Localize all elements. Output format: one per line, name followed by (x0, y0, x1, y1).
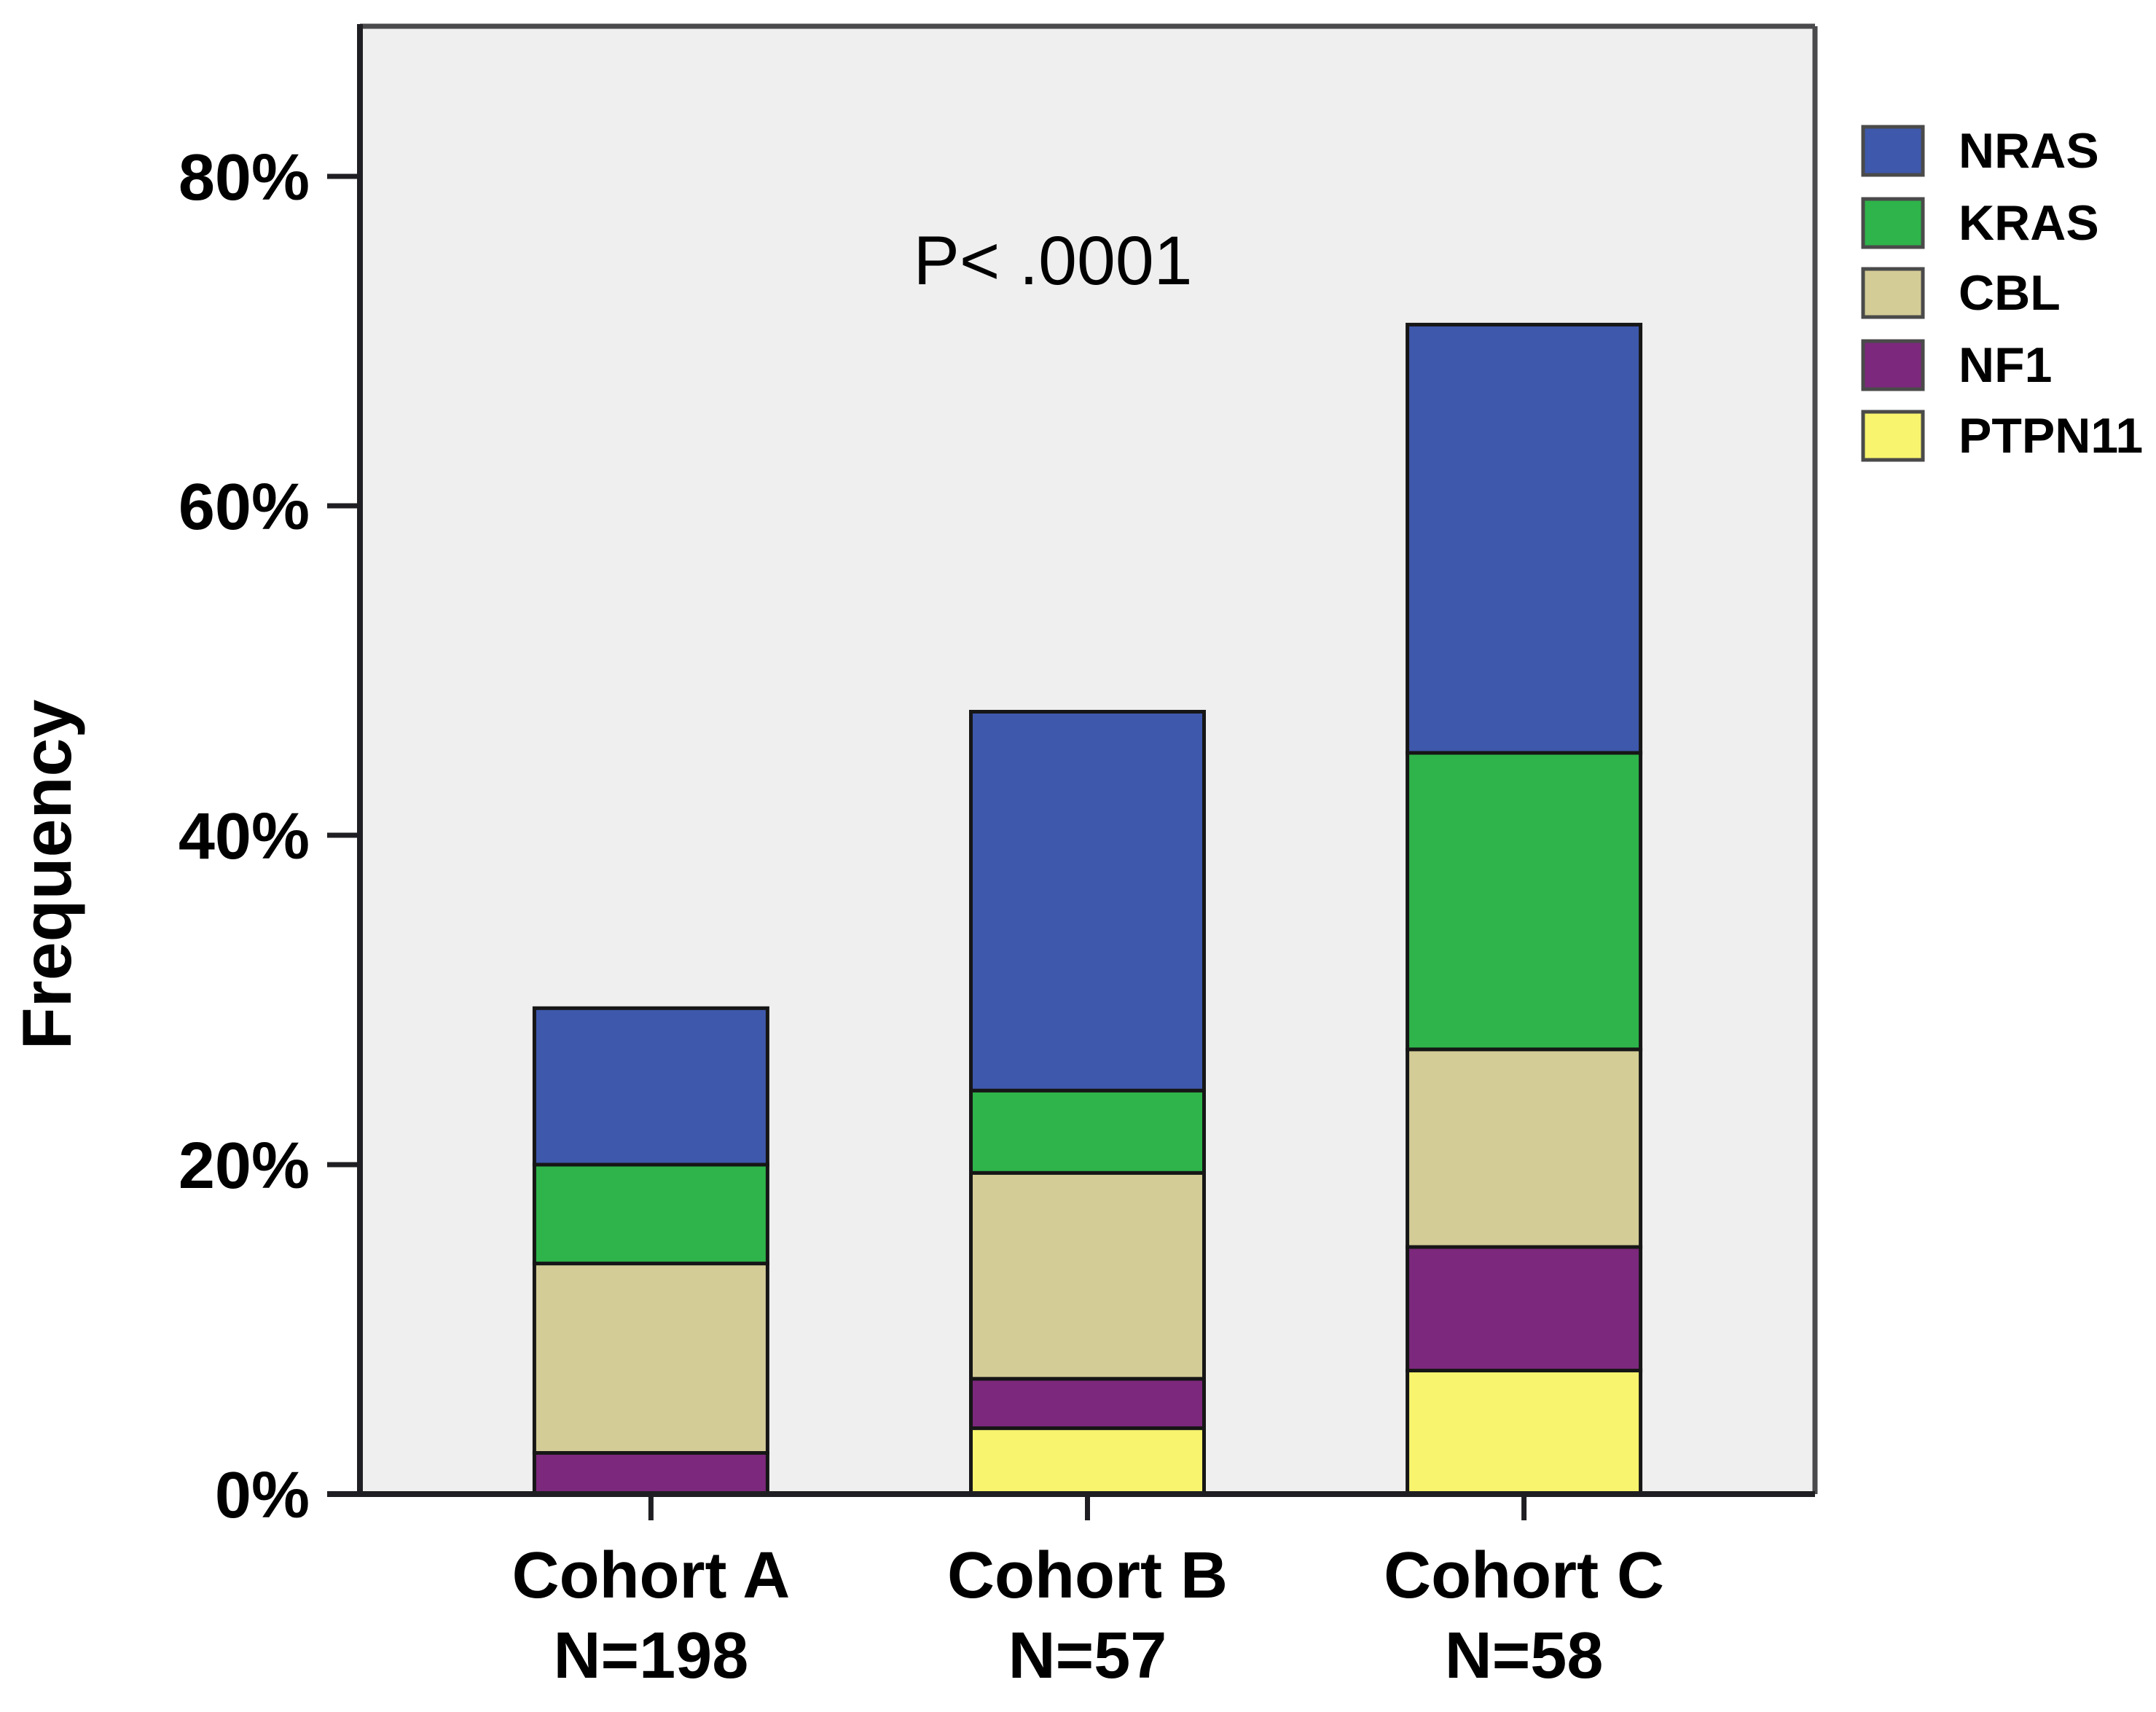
bar-segment-NF1-Cohort-C (1406, 1245, 1643, 1372)
bar-segment-NF1-Cohort-A (532, 1451, 769, 1496)
bar-segment-KRAS-Cohort-C (1406, 751, 1643, 1052)
y-tick-label: 0% (215, 1459, 310, 1532)
x-category-label: Cohort B (947, 1539, 1228, 1612)
legend-label-PTPN11: PTPN11 (1959, 408, 2143, 464)
bar-segment-NRAS-Cohort-C (1406, 322, 1643, 755)
x-category-sublabel: N=57 (1008, 1619, 1167, 1692)
legend-swatch-NRAS (1861, 125, 1925, 177)
bar-segment-CBL-Cohort-C (1406, 1047, 1643, 1249)
x-category-label: Cohort A (512, 1539, 791, 1612)
x-category-sublabel: N=198 (554, 1619, 749, 1692)
bar-segment-NF1-Cohort-B (969, 1377, 1206, 1431)
legend-label-NRAS: NRAS (1959, 123, 2099, 179)
y-tick-label: 60% (179, 471, 310, 544)
bar-segment-NRAS-Cohort-B (969, 710, 1206, 1093)
legend-swatch-NF1 (1861, 339, 1925, 391)
x-category-label: Cohort C (1384, 1539, 1664, 1612)
bar-segment-CBL-Cohort-B (969, 1170, 1206, 1381)
bar-segment-NRAS-Cohort-A (532, 1006, 769, 1167)
bar-segment-PTPN11-Cohort-B (969, 1426, 1206, 1496)
legend-swatch-CBL (1861, 267, 1925, 319)
y-axis-title: Frequency (9, 700, 86, 1050)
bar-segment-KRAS-Cohort-A (532, 1162, 769, 1266)
bar-segment-CBL-Cohort-A (532, 1262, 769, 1455)
legend-swatch-KRAS (1861, 197, 1925, 249)
p-value-annotation: P< .0001 (914, 222, 1193, 300)
legend-label-NF1: NF1 (1959, 337, 2052, 393)
legend-swatch-PTPN11 (1861, 410, 1925, 462)
y-tick-label: 20% (179, 1130, 310, 1203)
y-tick-label: 80% (179, 141, 310, 214)
legend-label-KRAS: KRAS (1959, 195, 2099, 251)
bar-segment-PTPN11-Cohort-C (1406, 1369, 1643, 1496)
y-tick-label: 40% (179, 800, 310, 873)
x-category-sublabel: N=58 (1445, 1619, 1604, 1692)
bar-segment-KRAS-Cohort-B (969, 1088, 1206, 1175)
legend-label-CBL: CBL (1959, 265, 2061, 321)
